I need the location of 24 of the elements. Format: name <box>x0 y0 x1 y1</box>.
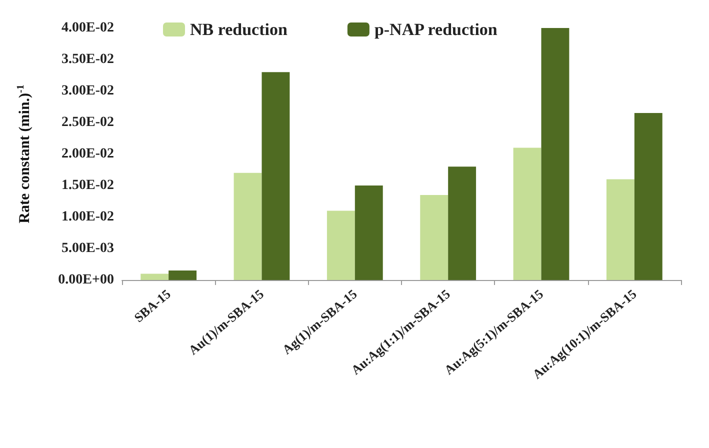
y-tick-label: 2.50E-02 <box>62 115 114 130</box>
y-tick-label: 1.00E-02 <box>62 210 114 224</box>
bar <box>140 274 169 280</box>
y-tick-label: 4.00E-02 <box>62 20 114 36</box>
bar <box>606 179 634 280</box>
bar <box>420 194 448 280</box>
bar <box>541 28 570 280</box>
y-tick-label: 3.50E-02 <box>62 52 114 67</box>
bar <box>326 210 355 280</box>
legend-label: NB reduction <box>190 20 288 39</box>
bar <box>354 186 383 280</box>
y-tick-label: 0.00E+00 <box>58 272 114 288</box>
y-tick-label: 1.50E-02 <box>62 178 114 193</box>
y-tick-label: 2.00E-02 <box>62 146 114 162</box>
bar <box>234 172 262 280</box>
bar <box>168 270 197 280</box>
y-axis-title: Rate constant (min.)-1 <box>16 84 33 224</box>
bar <box>513 148 542 280</box>
bar <box>448 166 476 280</box>
legend-label: p-NAP reduction <box>374 20 498 39</box>
y-tick-label: 3.00E-02 <box>62 84 114 98</box>
y-tick-label: 5.00E-03 <box>62 241 114 256</box>
bar <box>634 113 662 280</box>
bar <box>262 72 290 280</box>
